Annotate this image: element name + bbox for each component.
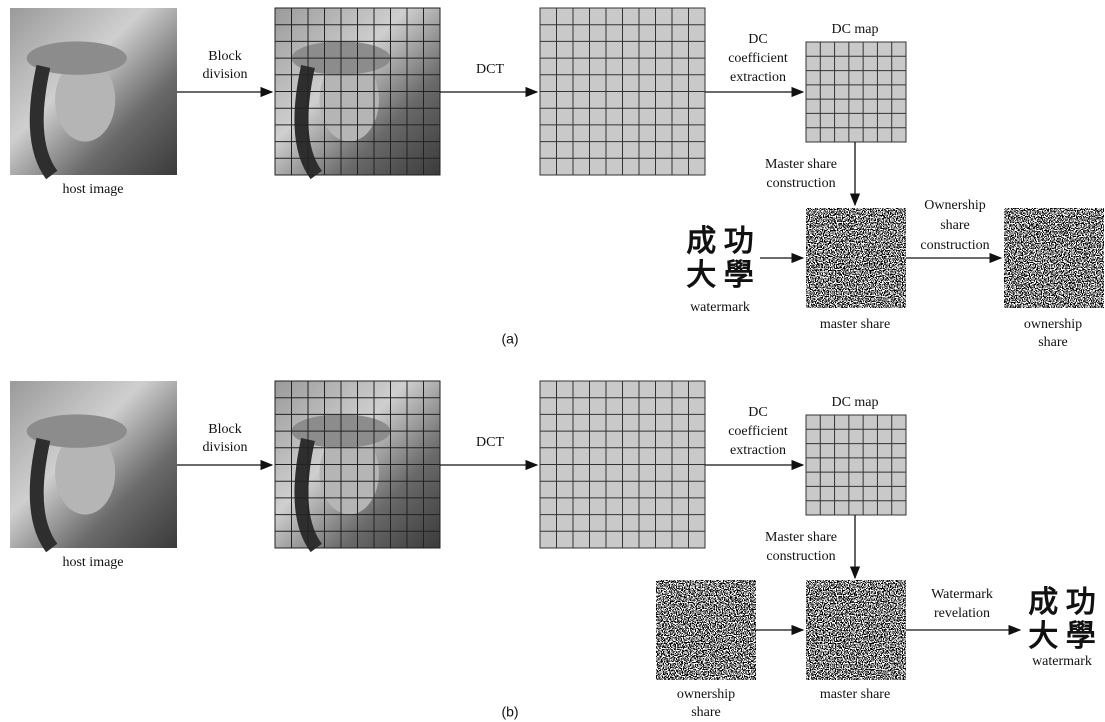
noise (1004, 208, 1104, 308)
step-label: Block (208, 422, 241, 437)
step-label: division (202, 440, 247, 455)
panel-a: host image Block division DCT DC coefficient e… (10, 8, 1104, 350)
noise (806, 580, 906, 680)
image-label: share (691, 705, 721, 720)
step-label: construction (766, 549, 835, 564)
diagram: host image Block division DCT DC coefficient e… (0, 0, 1105, 722)
image-label: share (1038, 335, 1068, 350)
watermark-text: 大 學 (686, 259, 754, 292)
image-label: host image (62, 555, 123, 570)
map-label: DC map (831, 22, 878, 37)
image-label: host image (62, 182, 123, 197)
step-label: construction (766, 176, 835, 191)
panel-b: host image Block division DCT DC coefficient e… (10, 381, 1096, 720)
step-label: Watermark (931, 587, 993, 602)
image-label: watermark (1032, 654, 1092, 669)
noise (656, 580, 756, 680)
step-label: construction (920, 238, 989, 253)
image-label: master share (820, 317, 890, 332)
step-label: revelation (934, 606, 990, 621)
step-label: DCT (476, 435, 504, 450)
dc-map (806, 415, 906, 515)
image-label: ownership (1024, 317, 1082, 332)
step-label: Master share (765, 530, 837, 545)
image-label: ownership (677, 687, 735, 702)
caption: (a) (501, 331, 518, 347)
map-label: DC map (831, 395, 878, 410)
step-label: coefficient (728, 51, 788, 66)
image-label: watermark (690, 300, 750, 315)
step-label: DCT (476, 62, 504, 77)
dc-map (806, 42, 906, 142)
step-label: division (202, 67, 247, 82)
watermark-text: 成 功 (686, 225, 754, 258)
step-label: extraction (730, 70, 786, 85)
step-label: Master share (765, 157, 837, 172)
step-label: Block (208, 49, 241, 64)
watermark-text: 成 功 (1028, 586, 1096, 619)
step-label: share (940, 218, 970, 233)
caption: (b) (501, 704, 518, 720)
noise (806, 208, 906, 308)
step-label: DC (748, 405, 767, 420)
step-label: extraction (730, 443, 786, 458)
step-label: DC (748, 32, 767, 47)
image-label: master share (820, 687, 890, 702)
step-label: Ownership (924, 198, 985, 213)
step-label: coefficient (728, 424, 788, 439)
watermark-text: 大 學 (1028, 620, 1096, 653)
